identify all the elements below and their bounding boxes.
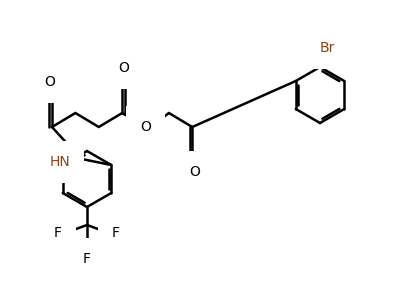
Text: F: F [54,226,62,240]
Text: O: O [188,165,199,179]
Text: O: O [118,61,129,75]
Text: F: F [83,252,91,266]
Text: Br: Br [319,41,334,55]
Text: F: F [112,226,120,240]
Text: O: O [45,75,55,89]
Text: HN: HN [49,155,70,169]
Text: O: O [140,120,151,134]
